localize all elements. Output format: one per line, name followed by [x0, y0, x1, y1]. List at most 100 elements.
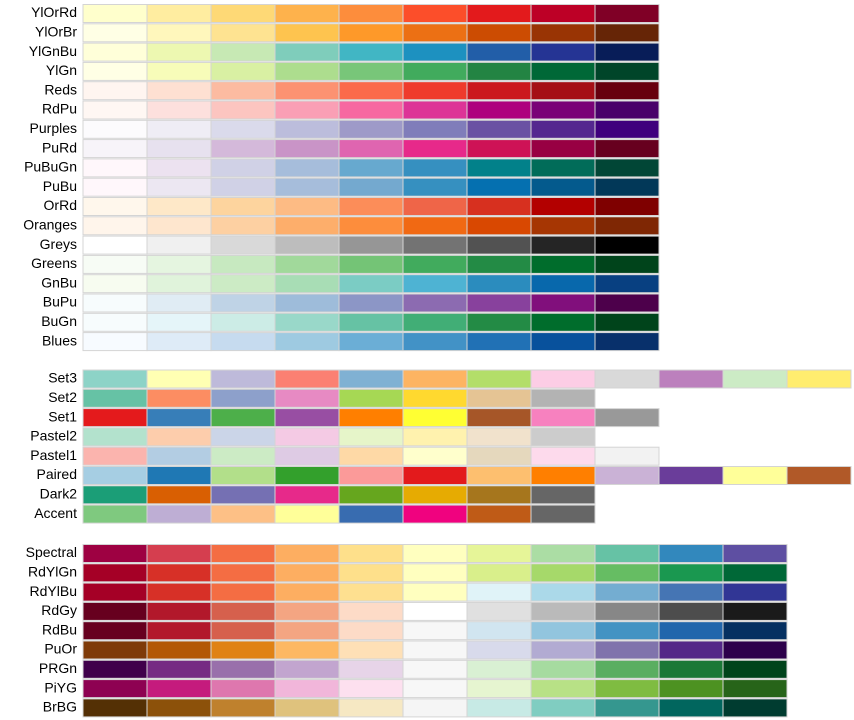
- swatch: [530, 698, 596, 718]
- swatch: [210, 61, 276, 81]
- swatch: [146, 601, 212, 621]
- swatch: [466, 388, 532, 408]
- swatch: [402, 81, 468, 101]
- swatch: [146, 504, 212, 524]
- swatch: [146, 408, 212, 428]
- swatch: [82, 544, 148, 563]
- swatch: [210, 640, 276, 660]
- swatch: [146, 582, 212, 602]
- swatch: [82, 119, 148, 139]
- swatch: [466, 177, 532, 197]
- swatch: [274, 42, 340, 62]
- swatch: [274, 582, 340, 602]
- swatch: [146, 23, 212, 43]
- swatch: [274, 81, 340, 101]
- swatch: [594, 369, 660, 389]
- swatch: [82, 100, 148, 120]
- swatch: [402, 158, 468, 178]
- swatch: [338, 601, 404, 621]
- palette-name: YlGn: [46, 62, 77, 78]
- swatch: [530, 659, 596, 679]
- swatch: [338, 369, 404, 389]
- swatch: [274, 197, 340, 216]
- swatch: [146, 659, 212, 679]
- swatch: [530, 158, 596, 178]
- swatch: [274, 466, 340, 485]
- palette-name: YlOrRd: [31, 4, 77, 20]
- swatch: [82, 427, 148, 447]
- swatch: [402, 274, 468, 294]
- swatch: [210, 369, 276, 389]
- swatch: [722, 582, 788, 602]
- swatch: [530, 197, 596, 216]
- swatch: [338, 640, 404, 660]
- swatch: [466, 408, 532, 428]
- swatch: [594, 216, 660, 236]
- swatch: [274, 274, 340, 294]
- swatch: [594, 582, 660, 602]
- swatch: [466, 119, 532, 139]
- swatch: [210, 563, 276, 583]
- swatch: [274, 216, 340, 236]
- swatch: [466, 485, 532, 505]
- swatch: [530, 312, 596, 332]
- swatch: [338, 427, 404, 447]
- swatch: [146, 427, 212, 447]
- swatch: [530, 42, 596, 62]
- palette-name: Blues: [42, 332, 77, 348]
- swatch: [530, 544, 596, 563]
- swatch: [274, 388, 340, 408]
- swatch: [338, 698, 404, 718]
- swatch: [274, 61, 340, 81]
- swatch: [402, 698, 468, 718]
- swatch: [466, 81, 532, 101]
- swatch: [530, 485, 596, 505]
- swatch: [146, 466, 212, 485]
- swatch: [402, 563, 468, 583]
- swatch: [82, 388, 148, 408]
- palette-name: PuBuGn: [24, 159, 77, 175]
- swatch: [146, 158, 212, 178]
- palette-name: PiYG: [44, 679, 77, 695]
- swatch: [82, 197, 148, 216]
- swatch: [402, 504, 468, 524]
- swatch: [338, 582, 404, 602]
- palette-name: YlOrBr: [35, 24, 77, 40]
- palette-name: Reds: [44, 81, 77, 97]
- swatch: [658, 679, 724, 699]
- swatch: [274, 621, 340, 641]
- palette-name: RdBu: [42, 621, 77, 637]
- swatch: [146, 544, 212, 563]
- swatch: [530, 466, 596, 485]
- swatch: [146, 312, 212, 332]
- palette-name: PuRd: [42, 139, 77, 155]
- swatch: [722, 369, 788, 389]
- swatch: [594, 659, 660, 679]
- swatch: [338, 81, 404, 101]
- swatch: [82, 42, 148, 62]
- swatch: [274, 332, 340, 352]
- swatch: [530, 446, 596, 466]
- swatch: [274, 601, 340, 621]
- swatch: [658, 640, 724, 660]
- swatch: [82, 81, 148, 101]
- swatch: [82, 679, 148, 699]
- swatch: [146, 369, 212, 389]
- swatch: [146, 485, 212, 505]
- swatch: [466, 427, 532, 447]
- swatch: [338, 254, 404, 274]
- swatch: [530, 235, 596, 255]
- palette-name: BuGn: [41, 313, 77, 329]
- swatch: [402, 4, 468, 23]
- swatch: [338, 216, 404, 236]
- palette-name: BuPu: [43, 294, 77, 310]
- swatch: [530, 640, 596, 660]
- swatch: [274, 563, 340, 583]
- swatch: [402, 100, 468, 120]
- swatch: [466, 544, 532, 563]
- swatch: [146, 61, 212, 81]
- swatch: [82, 235, 148, 255]
- swatch: [274, 254, 340, 274]
- swatch: [82, 61, 148, 81]
- swatch: [466, 139, 532, 159]
